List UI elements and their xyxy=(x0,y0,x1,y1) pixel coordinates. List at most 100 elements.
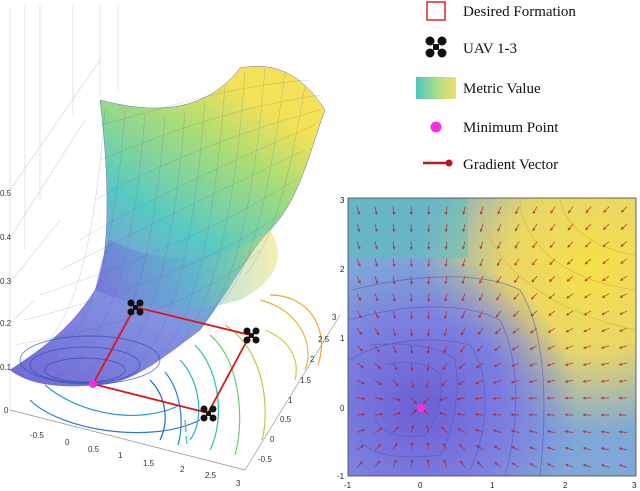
x-tick: 2 xyxy=(180,465,185,474)
gradient-vector xyxy=(620,258,628,264)
gradient-vector xyxy=(528,413,538,417)
gradient-vector xyxy=(356,396,366,401)
colormap-swatch-icon xyxy=(416,77,456,99)
gradient-vector xyxy=(426,441,430,451)
y-tick: -0.5 xyxy=(258,455,272,464)
gradient-vector xyxy=(531,258,538,266)
gradient-vector xyxy=(582,379,592,383)
gradient-vector xyxy=(422,397,430,404)
y-tick: 0 xyxy=(270,435,275,444)
x-tick: 0 xyxy=(418,481,423,490)
gradient-vector xyxy=(461,293,466,302)
gradient-vector xyxy=(425,424,430,433)
gradient-vector xyxy=(619,293,628,298)
y-tick: 2 xyxy=(310,355,315,364)
gradient-vector xyxy=(492,413,502,417)
gradient-vector xyxy=(529,327,538,334)
gradient-vector xyxy=(476,362,484,369)
gradient-vector xyxy=(510,429,520,433)
y-tick: 3 xyxy=(340,196,345,205)
gradient-vector xyxy=(583,327,592,333)
y-tick: 1.5 xyxy=(300,376,312,385)
gradient-vector xyxy=(356,461,364,468)
gradient-vector xyxy=(392,258,396,268)
legend-label: Desired Formation xyxy=(463,4,576,20)
gradient-vector xyxy=(410,345,414,355)
gradient-vector xyxy=(531,275,538,283)
gradient-vector xyxy=(356,362,364,369)
gradient-vector xyxy=(549,241,556,249)
x-tick: -1 xyxy=(344,481,352,490)
gradient-vector xyxy=(444,276,448,285)
gradient-vector xyxy=(374,443,382,451)
gradient-vector xyxy=(528,429,538,433)
gradient-vector xyxy=(548,275,556,283)
z-tick: 0.3 xyxy=(0,277,12,286)
gradient-vector xyxy=(618,447,628,451)
gradient-vector xyxy=(458,443,466,451)
gradient-vector xyxy=(565,345,574,350)
gradient-vector xyxy=(476,461,484,468)
gradient-vector xyxy=(565,327,574,333)
y-tick: 0 xyxy=(340,404,345,413)
gradient-vector xyxy=(565,463,574,468)
gradient-vector xyxy=(546,362,556,367)
gradient-vector xyxy=(602,275,610,282)
gradient-vector xyxy=(566,275,574,282)
gradient-vector xyxy=(618,430,628,434)
gradient-vector xyxy=(374,428,383,433)
gradient-vector xyxy=(426,293,431,303)
gradient-vector xyxy=(546,446,556,451)
gradient-vector xyxy=(392,362,398,371)
heatmap-y-ticks: 3 2 1 0 -1 xyxy=(337,196,345,481)
gradient-vector xyxy=(422,409,430,416)
gradient-vector xyxy=(409,293,414,303)
gradient-vector xyxy=(620,241,628,247)
uav-2-marker xyxy=(243,327,260,344)
gradient-vector xyxy=(600,379,610,383)
gradient-vector xyxy=(392,328,397,337)
gradient-vector xyxy=(476,345,484,352)
gradient-vector xyxy=(440,426,448,433)
gradient-vector xyxy=(601,293,610,299)
gradient-vector xyxy=(510,413,520,417)
gradient-vector xyxy=(497,241,502,250)
uav-3-marker xyxy=(200,405,217,422)
gradient-vector xyxy=(425,380,430,389)
gradient-vector xyxy=(444,206,448,216)
gradient-vector xyxy=(426,310,431,320)
gradient-vector xyxy=(600,345,610,349)
gradient-vector xyxy=(392,276,396,285)
gradient-vector xyxy=(478,293,484,302)
gradient-vector xyxy=(514,258,520,267)
gradient-vector xyxy=(392,206,396,216)
gradient-vector xyxy=(512,328,520,334)
y-tick: 2.5 xyxy=(318,335,330,344)
x-tick: 1.5 xyxy=(143,459,155,468)
gradient-vector xyxy=(585,223,592,231)
surface-y-ticks: 3 2.5 2 1.5 1 0.5 0 -0.5 xyxy=(258,313,337,464)
surface-mesh-lines xyxy=(14,67,321,385)
gradient-vector xyxy=(392,345,397,354)
gradient-vector xyxy=(456,397,466,401)
gradient-vector xyxy=(602,241,610,248)
gradient-vector xyxy=(583,293,592,299)
gradient-vector xyxy=(374,380,383,385)
gradient-vector xyxy=(493,445,502,451)
gradient-vector xyxy=(462,223,466,233)
gradient-vector xyxy=(443,328,448,337)
gradient-vector xyxy=(600,430,610,434)
gradient-vector xyxy=(513,293,520,301)
x-tick: 0 xyxy=(65,438,70,447)
gradient-vector xyxy=(409,310,414,320)
gradient-vector xyxy=(583,310,592,316)
legend-label: Minimum Point xyxy=(463,120,559,136)
red-square-outline-icon xyxy=(426,1,446,21)
gradient-vector xyxy=(511,446,520,451)
magenta-dot-icon xyxy=(430,121,442,133)
gradient-vector xyxy=(493,362,502,368)
x-tick: 3 xyxy=(632,481,637,490)
legend-label: Gradient Vector xyxy=(463,157,558,173)
gradient-vector xyxy=(356,345,364,352)
